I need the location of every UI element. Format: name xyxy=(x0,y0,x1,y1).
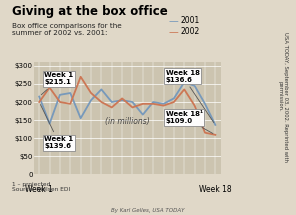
Text: Week 18: Week 18 xyxy=(199,185,232,194)
Text: Week 18¹
$109.0: Week 18¹ $109.0 xyxy=(166,111,213,134)
Text: —: — xyxy=(169,27,178,37)
Text: (in millions): (in millions) xyxy=(105,117,150,126)
Text: Week 1: Week 1 xyxy=(25,185,53,194)
Text: By Karl Gelles, USA TODAY: By Karl Gelles, USA TODAY xyxy=(111,208,185,213)
Text: USA TODAY, September 03, 2002. Reprinted with
permission.: USA TODAY, September 03, 2002. Reprinted… xyxy=(277,32,288,162)
Text: 2001: 2001 xyxy=(181,16,200,25)
Text: Week 18
$136.6: Week 18 $136.6 xyxy=(166,70,214,123)
Text: Week 1
$215.1: Week 1 $215.1 xyxy=(41,72,73,95)
Text: 2002: 2002 xyxy=(181,27,200,36)
Text: —: — xyxy=(169,16,178,26)
Text: Giving at the box office: Giving at the box office xyxy=(12,5,168,18)
Text: Week 1
$139.6: Week 1 $139.6 xyxy=(41,104,73,149)
Text: Box office comparisons for the
summer of 2002 vs. 2001:: Box office comparisons for the summer of… xyxy=(12,23,122,35)
Text: 1 – projected
Source: Nielsen EDI: 1 – projected Source: Nielsen EDI xyxy=(12,182,70,192)
